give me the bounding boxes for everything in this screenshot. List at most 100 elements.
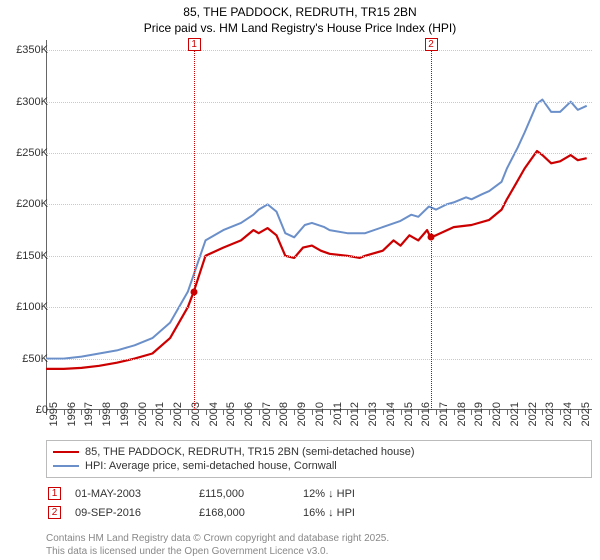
x-axis-label: 2003 [190,402,202,426]
marker-dot [190,288,197,295]
x-axis-label: 2002 [172,402,184,426]
footer-line: This data is licensed under the Open Gov… [46,546,389,559]
sale-delta: 16% ↓ HPI [303,507,413,519]
marker-number: 2 [425,38,438,51]
x-axis-label: 2013 [367,402,379,426]
sale-delta: 12% ↓ HPI [303,488,413,500]
gridline [46,204,592,205]
x-axis-label: 1996 [66,402,78,426]
footer-line: Contains HM Land Registry data © Crown c… [46,533,389,546]
x-tick [365,410,366,415]
y-axis-label: £300K [4,96,48,108]
x-axis-label: 1998 [101,402,113,426]
x-tick [525,410,526,415]
x-axis-label: 2011 [332,402,344,426]
gridline [46,307,592,308]
x-tick [507,410,508,415]
x-tick [170,410,171,415]
series-line [46,100,587,359]
marker-vline [431,40,432,410]
x-tick [383,410,384,415]
x-tick [241,410,242,415]
x-axis-label: 2020 [491,402,503,426]
y-axis-label: £350K [4,44,48,56]
table-row: 2 09-SEP-2016 £168,000 16% ↓ HPI [46,503,592,522]
legend-row: HPI: Average price, semi-detached house,… [53,459,585,473]
gridline [46,256,592,257]
series-line [46,151,587,369]
x-axis-label: 2009 [296,402,308,426]
sale-date: 01-MAY-2003 [75,488,185,500]
sale-marker-icon: 2 [48,506,61,519]
x-tick [330,410,331,415]
sale-price: £115,000 [199,488,289,500]
y-axis-label: £0 [4,404,48,416]
marker-number: 1 [188,38,201,51]
x-tick [560,410,561,415]
sale-date: 09-SEP-2016 [75,507,185,519]
x-axis-label: 2000 [137,402,149,426]
x-axis-label: 2023 [544,402,556,426]
legend-swatch [53,451,79,453]
title-address: 85, THE PADDOCK, REDRUTH, TR15 2BN [0,4,600,20]
x-axis-label: 2012 [349,402,361,426]
table-row: 1 01-MAY-2003 £115,000 12% ↓ HPI [46,484,592,503]
chart-container: 85, THE PADDOCK, REDRUTH, TR15 2BN Price… [0,0,600,560]
y-axis-label: £200K [4,198,48,210]
sale-marker-icon: 1 [48,487,61,500]
x-tick [401,410,402,415]
gridline [46,359,592,360]
title-subtitle: Price paid vs. HM Land Registry's House … [0,20,600,36]
x-axis-label: 2025 [580,402,592,426]
x-axis-label: 2015 [403,402,415,426]
x-axis-label: 2006 [243,402,255,426]
x-axis-label: 2019 [473,402,485,426]
x-axis-label: 2007 [261,402,273,426]
x-axis-label: 2017 [438,402,450,426]
x-axis-label: 2010 [314,402,326,426]
x-axis-label: 2022 [527,402,539,426]
legend-label: 85, THE PADDOCK, REDRUTH, TR15 2BN (semi… [85,446,415,458]
sale-price: £168,000 [199,507,289,519]
x-tick [578,410,579,415]
y-axis-label: £100K [4,301,48,313]
chart-title: 85, THE PADDOCK, REDRUTH, TR15 2BN Price… [0,0,600,36]
sales-table: 1 01-MAY-2003 £115,000 12% ↓ HPI 2 09-SE… [46,484,592,522]
x-axis-label: 2014 [385,402,397,426]
x-axis-label: 2005 [225,402,237,426]
legend: 85, THE PADDOCK, REDRUTH, TR15 2BN (semi… [46,440,592,522]
legend-label: HPI: Average price, semi-detached house,… [85,460,337,472]
x-tick [64,410,65,415]
x-tick [206,410,207,415]
gridline [46,50,592,51]
x-axis-label: 2024 [562,402,574,426]
x-axis-label: 1995 [48,402,60,426]
gridline [46,153,592,154]
y-axis-label: £250K [4,147,48,159]
x-axis-label: 2018 [456,402,468,426]
x-axis-label: 2004 [208,402,220,426]
x-tick [117,410,118,415]
x-axis-label: 1999 [119,402,131,426]
plot-area: 1995199619971998199920002001200220032004… [46,40,592,410]
x-axis-label: 2008 [278,402,290,426]
legend-swatch [53,465,79,467]
x-tick [454,410,455,415]
line-layer [46,40,592,410]
legend-row: 85, THE PADDOCK, REDRUTH, TR15 2BN (semi… [53,445,585,459]
gridline [46,102,592,103]
y-axis-label: £50K [4,353,48,365]
x-tick [135,410,136,415]
x-tick [259,410,260,415]
x-tick [436,410,437,415]
y-axis-label: £150K [4,250,48,262]
x-axis-label: 1997 [83,402,95,426]
marker-dot [427,234,434,241]
x-axis-label: 2021 [509,402,521,426]
marker-vline [194,40,195,410]
footer: Contains HM Land Registry data © Crown c… [46,533,389,558]
legend-box: 85, THE PADDOCK, REDRUTH, TR15 2BN (semi… [46,440,592,478]
x-tick [312,410,313,415]
x-axis-label: 2001 [154,402,166,426]
x-tick [188,410,189,415]
